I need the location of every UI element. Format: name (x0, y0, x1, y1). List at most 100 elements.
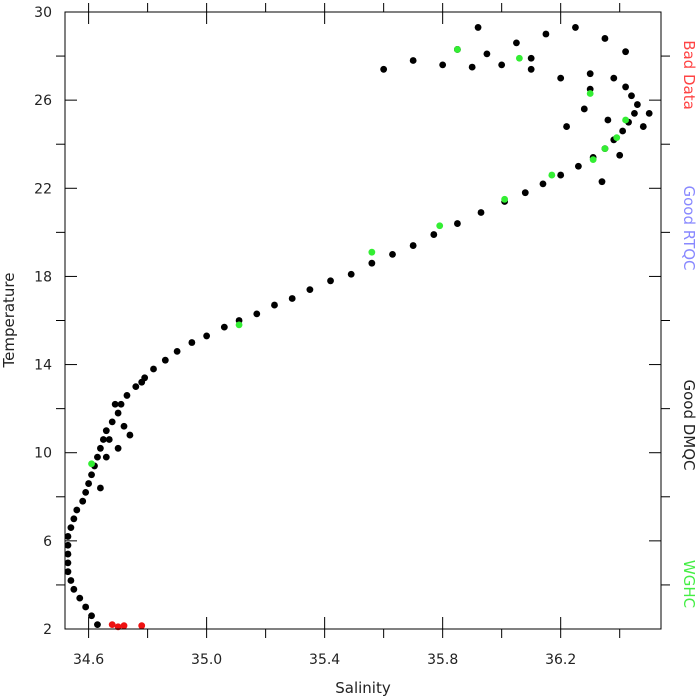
data-point (380, 65, 388, 73)
data-point (102, 453, 110, 461)
data-point (601, 145, 609, 153)
data-point (161, 356, 169, 364)
data-point (515, 54, 523, 62)
points-layer (64, 24, 653, 631)
data-point (70, 515, 78, 523)
data-point (203, 332, 211, 340)
data-point (76, 594, 84, 602)
y-tick-label: 14 (34, 358, 52, 374)
data-point (436, 222, 444, 230)
data-point (430, 231, 438, 238)
data-point (347, 270, 355, 278)
data-point (498, 61, 506, 69)
data-point (64, 550, 72, 558)
data-point (477, 209, 485, 216)
data-point (114, 623, 122, 631)
data-point (70, 585, 78, 593)
data-point (73, 506, 81, 514)
data-point (99, 436, 107, 443)
data-point (327, 277, 334, 285)
x-tick-label: 35.4 (309, 652, 340, 668)
data-point (123, 392, 131, 399)
x-axis-label: Salinity (335, 679, 391, 697)
data-point (645, 109, 653, 117)
data-point (454, 46, 461, 53)
plot-frame (64, 11, 662, 630)
data-point (409, 57, 417, 64)
data-point (94, 453, 101, 461)
data-point (306, 286, 314, 294)
data-point (120, 622, 128, 630)
data-point (513, 39, 520, 47)
data-point (173, 347, 181, 355)
data-point (604, 116, 612, 124)
data-point (601, 35, 609, 42)
data-point (368, 259, 376, 267)
data-point (82, 488, 90, 496)
data-point (633, 101, 641, 108)
data-point (79, 497, 87, 505)
data-point (474, 24, 482, 31)
legend-entry: Good DMQC (680, 379, 698, 470)
y-tick-label: 6 (43, 534, 52, 550)
data-point (468, 63, 476, 71)
x-tick-label: 34.6 (73, 652, 104, 668)
data-point (114, 409, 122, 417)
data-point (97, 484, 104, 492)
data-point (527, 65, 535, 73)
data-point (631, 109, 638, 117)
data-point (88, 471, 95, 479)
y-axis-label: Temperature (0, 272, 18, 368)
data-point (117, 400, 125, 408)
data-point (557, 74, 565, 82)
data-point (613, 134, 621, 142)
data-point (235, 321, 243, 329)
data-point (501, 195, 509, 203)
data-point (220, 323, 228, 331)
data-point (126, 431, 134, 439)
data-point (132, 383, 140, 391)
x-tick-label: 35.8 (427, 652, 458, 668)
data-point (64, 568, 72, 576)
data-point (409, 242, 417, 249)
x-tick-label: 36.2 (545, 652, 576, 668)
data-point (64, 533, 72, 540)
y-tick-label: 22 (34, 181, 52, 197)
data-point (288, 295, 296, 302)
data-point (120, 422, 128, 430)
data-point (586, 90, 594, 97)
legend: Bad Data Good RTQC Good DMQC WGHC (680, 40, 698, 608)
data-point (586, 70, 594, 78)
data-point (589, 156, 597, 164)
data-point (521, 189, 529, 197)
data-point (439, 61, 447, 69)
data-point (527, 54, 535, 62)
data-point (102, 427, 110, 435)
data-point (368, 248, 376, 256)
data-point (622, 83, 629, 91)
data-point (150, 365, 157, 373)
data-point (114, 444, 122, 452)
y-tick-label: 30 (34, 5, 52, 21)
data-point (67, 577, 75, 584)
data-point (88, 612, 95, 620)
data-point (563, 123, 570, 130)
data-point (548, 171, 556, 179)
data-point (97, 444, 104, 452)
data-point (557, 171, 565, 179)
data-point (138, 378, 146, 386)
data-point (389, 250, 396, 258)
data-point (108, 621, 116, 628)
data-point (253, 310, 261, 318)
data-point (188, 339, 196, 346)
data-point (598, 178, 606, 186)
data-point (574, 162, 582, 170)
data-point (85, 480, 93, 487)
data-point (622, 116, 629, 124)
data-point (539, 180, 547, 188)
data-point (542, 30, 550, 38)
data-point (483, 50, 491, 58)
data-point (64, 559, 72, 567)
